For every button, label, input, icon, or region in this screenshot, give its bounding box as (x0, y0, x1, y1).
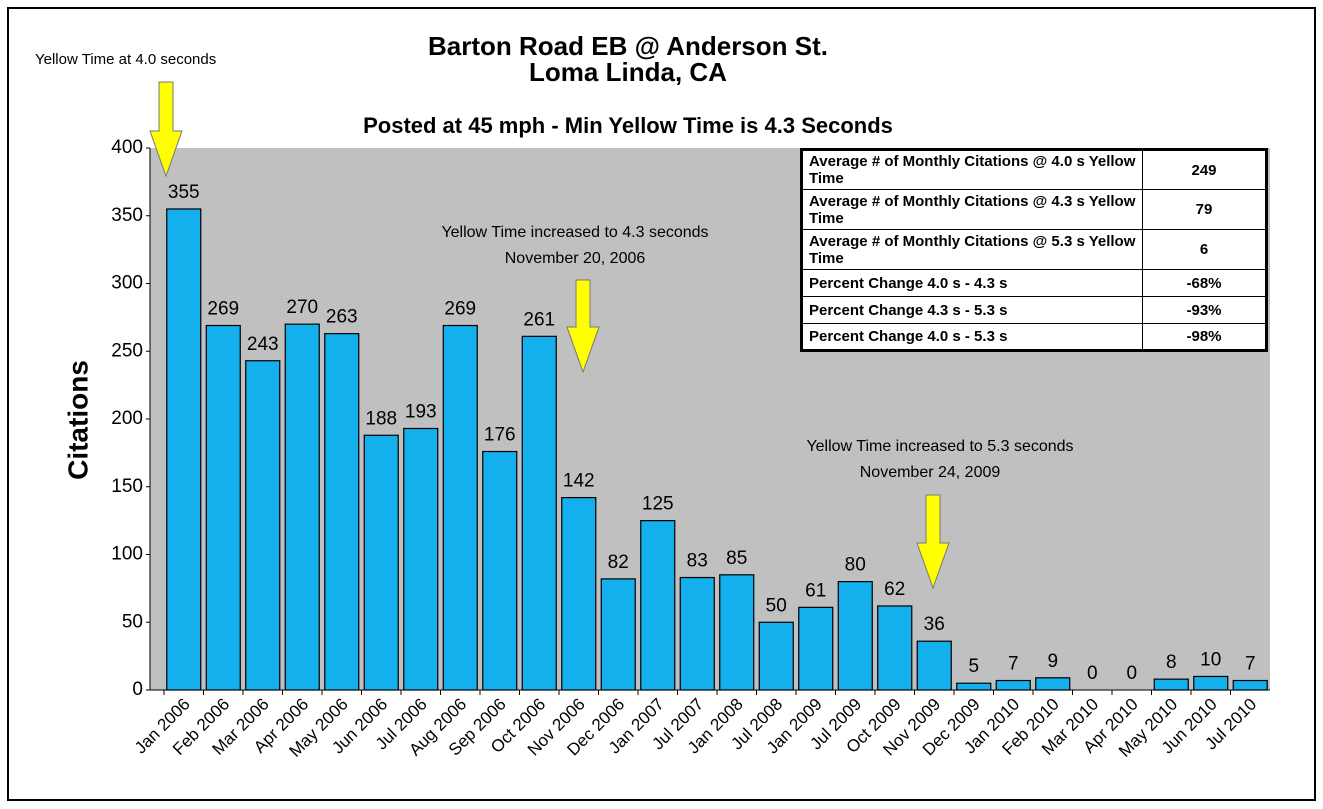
annotation: Yellow Time at 4.0 seconds (35, 51, 216, 68)
data-label: 9 (1047, 651, 1058, 672)
annotation: Yellow Time increased to 5.3 seconds (806, 438, 1073, 455)
arrow (566, 279, 600, 374)
y-axis-label: Citations (62, 360, 93, 480)
bar (324, 333, 360, 691)
data-label: 243 (247, 334, 279, 355)
data-label: 176 (484, 425, 516, 446)
data-label: 80 (845, 555, 866, 576)
bar (877, 605, 913, 691)
y-tick-label: 0 (132, 679, 143, 700)
table-value: -93% (1142, 296, 1267, 324)
bar (837, 580, 873, 691)
data-label: 62 (884, 579, 905, 600)
data-label: 193 (405, 402, 437, 423)
data-label: 50 (766, 595, 787, 616)
bar (403, 427, 439, 691)
bar (1232, 679, 1268, 691)
data-label: 263 (326, 307, 358, 328)
bar (916, 640, 952, 691)
bar (995, 679, 1031, 691)
frame (7, 7, 1316, 801)
bar (758, 621, 794, 691)
table-label: Average # of Monthly Citations @ 4.0 s Y… (801, 149, 1143, 190)
data-label: 270 (286, 297, 318, 318)
summary-table: Average # of Monthly Citations @ 4.0 s Y… (800, 148, 1268, 352)
annotation: Yellow Time increased to 4.3 seconds (441, 224, 708, 241)
y-tick-label: 200 (111, 408, 143, 429)
data-label: 36 (924, 614, 945, 635)
table-label: Percent Change 4.3 s - 5.3 s (801, 296, 1143, 324)
table-row: Percent Change 4.0 s - 4.3 s -68% (801, 269, 1267, 297)
bar (640, 520, 676, 691)
data-label: 355 (168, 182, 200, 203)
data-label: 7 (1008, 654, 1019, 675)
data-label: 10 (1200, 649, 1221, 670)
data-label: 82 (608, 552, 629, 573)
table-value: 249 (1142, 149, 1267, 190)
chart-title: Loma Linda, CA (529, 57, 727, 87)
bar (442, 324, 478, 691)
data-label: 142 (563, 471, 595, 492)
y-tick-label: 300 (111, 273, 143, 294)
table-label: Average # of Monthly Citations @ 5.3 s Y… (801, 229, 1143, 270)
bar (1153, 678, 1189, 691)
table-label: Percent Change 4.0 s - 5.3 s (801, 323, 1143, 351)
y-tick-label: 100 (111, 544, 143, 565)
y-tick-label: 50 (122, 611, 143, 632)
data-label: 83 (687, 551, 708, 572)
table-value: 79 (1142, 189, 1267, 230)
data-label: 8 (1166, 652, 1177, 673)
bar (798, 606, 834, 691)
data-label: 269 (444, 299, 476, 320)
data-label: 188 (365, 408, 397, 429)
bar (166, 208, 202, 691)
annotation: November 20, 2006 (505, 250, 646, 267)
y-tick-label: 250 (111, 340, 143, 361)
arrow (149, 81, 183, 178)
table-row: Average # of Monthly Citations @ 4.0 s Y… (801, 149, 1267, 190)
data-label: 261 (523, 309, 555, 330)
table-label: Percent Change 4.0 s - 4.3 s (801, 269, 1143, 297)
data-label: 5 (968, 656, 979, 677)
table-value: -98% (1142, 323, 1267, 351)
bar (679, 576, 715, 691)
bar (561, 496, 597, 691)
data-label: 0 (1126, 663, 1137, 684)
data-label: 125 (642, 494, 674, 515)
bar (284, 323, 320, 691)
table-value: -68% (1142, 269, 1267, 297)
bar (521, 335, 557, 691)
bar (482, 450, 518, 691)
annotation: November 24, 2009 (860, 464, 1001, 481)
table-value: 6 (1142, 229, 1267, 270)
data-label: 0 (1087, 663, 1098, 684)
bar (363, 434, 399, 691)
bar (1193, 675, 1229, 691)
chart-subtitle: Posted at 45 mph - Min Yellow Time is 4.… (363, 113, 893, 138)
table-label: Average # of Monthly Citations @ 4.3 s Y… (801, 189, 1143, 230)
bar (719, 574, 755, 691)
data-label: 85 (726, 548, 747, 569)
bar (205, 324, 241, 691)
arrow (916, 494, 950, 590)
bar (600, 578, 636, 691)
table-row: Average # of Monthly Citations @ 5.3 s Y… (801, 229, 1267, 270)
y-tick-label: 400 (111, 137, 143, 158)
bar (956, 682, 992, 691)
data-label: 7 (1245, 654, 1256, 675)
bar (245, 360, 281, 691)
table-row: Percent Change 4.3 s - 5.3 s -93% (801, 296, 1267, 324)
data-label: 61 (805, 580, 826, 601)
data-label: 269 (207, 299, 239, 320)
y-tick-label: 350 (111, 205, 143, 226)
table-row: Average # of Monthly Citations @ 4.3 s Y… (801, 189, 1267, 230)
chart-title: Barton Road EB @ Anderson St. (428, 31, 828, 61)
y-tick-label: 150 (111, 476, 143, 497)
bar (1035, 677, 1071, 691)
table-row: Percent Change 4.0 s - 5.3 s -98% (801, 323, 1267, 351)
